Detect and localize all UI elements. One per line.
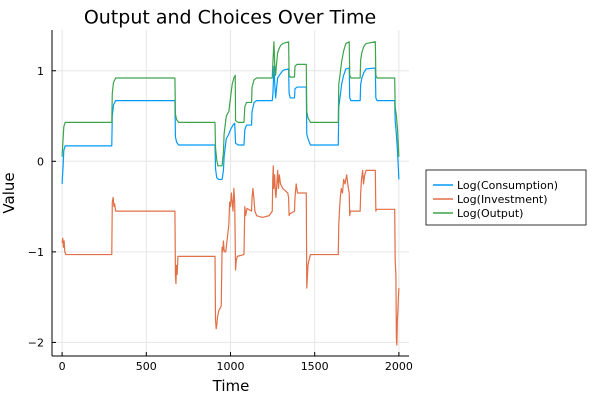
x-tick-label: 500: [136, 360, 157, 373]
legend: Log(Consumption)Log(Investment)Log(Outpu…: [425, 169, 587, 226]
y-tick-label: −1: [28, 246, 44, 259]
chart-title: Output and Choices Over Time: [84, 7, 376, 29]
series-line-log-output: [61, 41, 400, 167]
x-tick-label: 1000: [217, 360, 245, 373]
legend-label: Log(Consumption): [457, 179, 558, 192]
series-line-log-consumption: [61, 65, 400, 184]
series-line-log-investment: [61, 165, 400, 346]
x-tick-label: 0: [59, 360, 66, 373]
y-tick-label: 1: [37, 65, 44, 78]
x-axis-label: Time: [212, 377, 250, 395]
plot-series: [61, 41, 400, 346]
y-tick-label: −2: [28, 336, 44, 349]
legend-label: Log(Investment): [457, 193, 548, 206]
x-tick-label: 1500: [301, 360, 329, 373]
grid: [52, 30, 409, 356]
y-axis-label: Value: [0, 172, 18, 213]
ticks: 0 500 1000 1500 2000 −2 −1 0 1: [28, 65, 413, 373]
legend-box: [425, 169, 587, 226]
legend-label: Log(Output): [457, 207, 523, 220]
x-tick-label: 2000: [385, 360, 413, 373]
y-tick-label: 0: [37, 155, 44, 168]
